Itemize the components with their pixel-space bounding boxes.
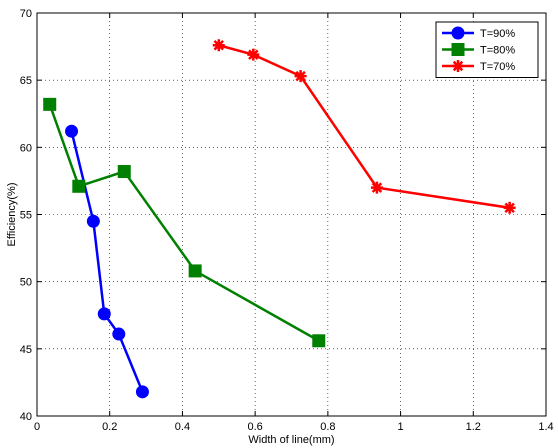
data-point (188, 264, 202, 278)
legend-entry: T=80% (442, 43, 515, 57)
data-point (117, 165, 131, 179)
data-point (370, 181, 383, 194)
legend-marker (451, 43, 465, 56)
x-tick-label: 0 (34, 421, 40, 433)
legend-marker (452, 60, 464, 72)
data-point (294, 70, 307, 83)
legend: T=90% T=80% T=70% (435, 21, 539, 78)
legend-label: T=70% (480, 61, 515, 73)
x-tick-label: 0.2 (102, 421, 117, 433)
axis-ticks: 0 0.2 0.4 0.6 0.8 1 1.2 1.4 40 45 50 55 60 65 70 (20, 8, 554, 433)
data-point (72, 179, 86, 193)
legend-entry: T=90% (442, 26, 515, 40)
series-1 (43, 97, 326, 348)
x-tick-label: 0.4 (175, 421, 190, 433)
series-layer (43, 39, 516, 399)
y-tick-label: 40 (20, 411, 32, 423)
series-0 (65, 124, 149, 399)
y-tick-label: 55 (20, 210, 32, 222)
data-point (312, 334, 326, 348)
grid-lines (37, 13, 546, 416)
legend-marker (451, 26, 465, 40)
x-tick-label: 1 (398, 421, 404, 433)
data-point (503, 201, 516, 214)
data-point (97, 307, 111, 321)
y-tick-label: 60 (20, 142, 32, 154)
legend-entry: T=70% (442, 60, 515, 73)
series-2 (212, 39, 516, 214)
x-axis-label: Width of line(mm) (248, 434, 334, 446)
y-tick-label: 65 (20, 75, 32, 87)
y-tick-label: 50 (20, 277, 32, 289)
legend-label: T=80% (480, 45, 515, 57)
x-tick-label: 1.2 (466, 421, 481, 433)
legend-label: T=90% (480, 28, 515, 40)
x-tick-label: 0.8 (320, 421, 335, 433)
x-tick-label: 1.4 (538, 421, 553, 433)
data-point (212, 39, 225, 52)
data-point (43, 97, 57, 111)
data-point (65, 124, 79, 138)
y-axis-label: Efficiency(%) (6, 183, 18, 247)
data-point (86, 214, 100, 228)
data-point (135, 385, 149, 399)
x-tick-label: 0.6 (247, 421, 262, 433)
data-point (112, 327, 126, 341)
data-point (247, 48, 260, 61)
y-tick-label: 45 (20, 344, 32, 356)
y-tick-label: 70 (20, 8, 32, 20)
